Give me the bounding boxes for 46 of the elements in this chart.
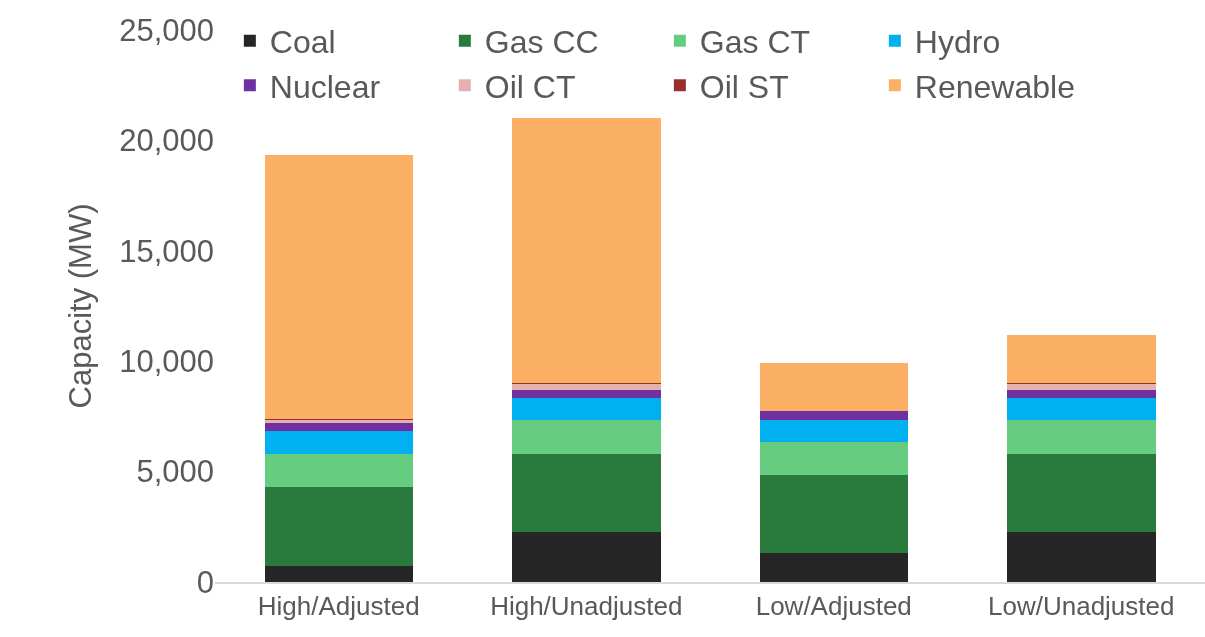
legend-label: Hydro bbox=[914, 24, 1001, 61]
bar bbox=[1007, 384, 1156, 390]
bar bbox=[264, 487, 413, 566]
x-tick-label: Low/Unadjusted bbox=[988, 591, 1175, 622]
bar bbox=[1007, 453, 1156, 532]
x-tick-label: High/Unadjusted bbox=[490, 591, 683, 622]
bar bbox=[264, 423, 413, 432]
bar bbox=[759, 553, 908, 582]
bar bbox=[512, 117, 661, 383]
legend-label: Oil CT bbox=[484, 68, 576, 105]
bar bbox=[759, 474, 908, 554]
bar bbox=[1007, 531, 1156, 582]
bar bbox=[1007, 389, 1156, 399]
bar bbox=[512, 389, 661, 399]
x-tick-label: Low/Adjusted bbox=[755, 591, 912, 622]
y-tick-label: 5,000 bbox=[136, 454, 214, 490]
y-tick-label: 10,000 bbox=[119, 344, 214, 380]
legend-label: Nuclear bbox=[269, 68, 381, 105]
y-tick-label: 15,000 bbox=[119, 233, 214, 269]
legend-label: Oil ST bbox=[699, 68, 789, 105]
y-axis-title: Capacity (MW) bbox=[62, 203, 98, 409]
bar bbox=[1007, 420, 1156, 454]
bar bbox=[759, 419, 908, 443]
bar bbox=[1007, 398, 1156, 421]
legend-label: Renewable bbox=[914, 68, 1075, 105]
bar bbox=[264, 154, 413, 419]
y-tick-label: 20,000 bbox=[119, 123, 214, 159]
x-tick-label: High/Adjusted bbox=[257, 591, 420, 622]
bar bbox=[512, 420, 661, 454]
legend-label: Coal bbox=[269, 24, 336, 61]
y-tick-label: 25,000 bbox=[119, 12, 214, 48]
bar bbox=[264, 419, 413, 424]
y-tick-label: 0 bbox=[196, 564, 214, 600]
bar bbox=[759, 363, 908, 411]
bar bbox=[512, 384, 661, 390]
legend-label: Gas CT bbox=[699, 24, 811, 61]
bar bbox=[759, 410, 908, 420]
bar bbox=[512, 531, 661, 582]
bar bbox=[264, 453, 413, 488]
bar bbox=[264, 431, 413, 454]
legend-label: Gas CC bbox=[484, 24, 599, 61]
bar bbox=[759, 442, 908, 475]
bar bbox=[512, 398, 661, 421]
bar bbox=[512, 453, 661, 532]
bar bbox=[1007, 334, 1156, 383]
bar bbox=[264, 565, 413, 582]
